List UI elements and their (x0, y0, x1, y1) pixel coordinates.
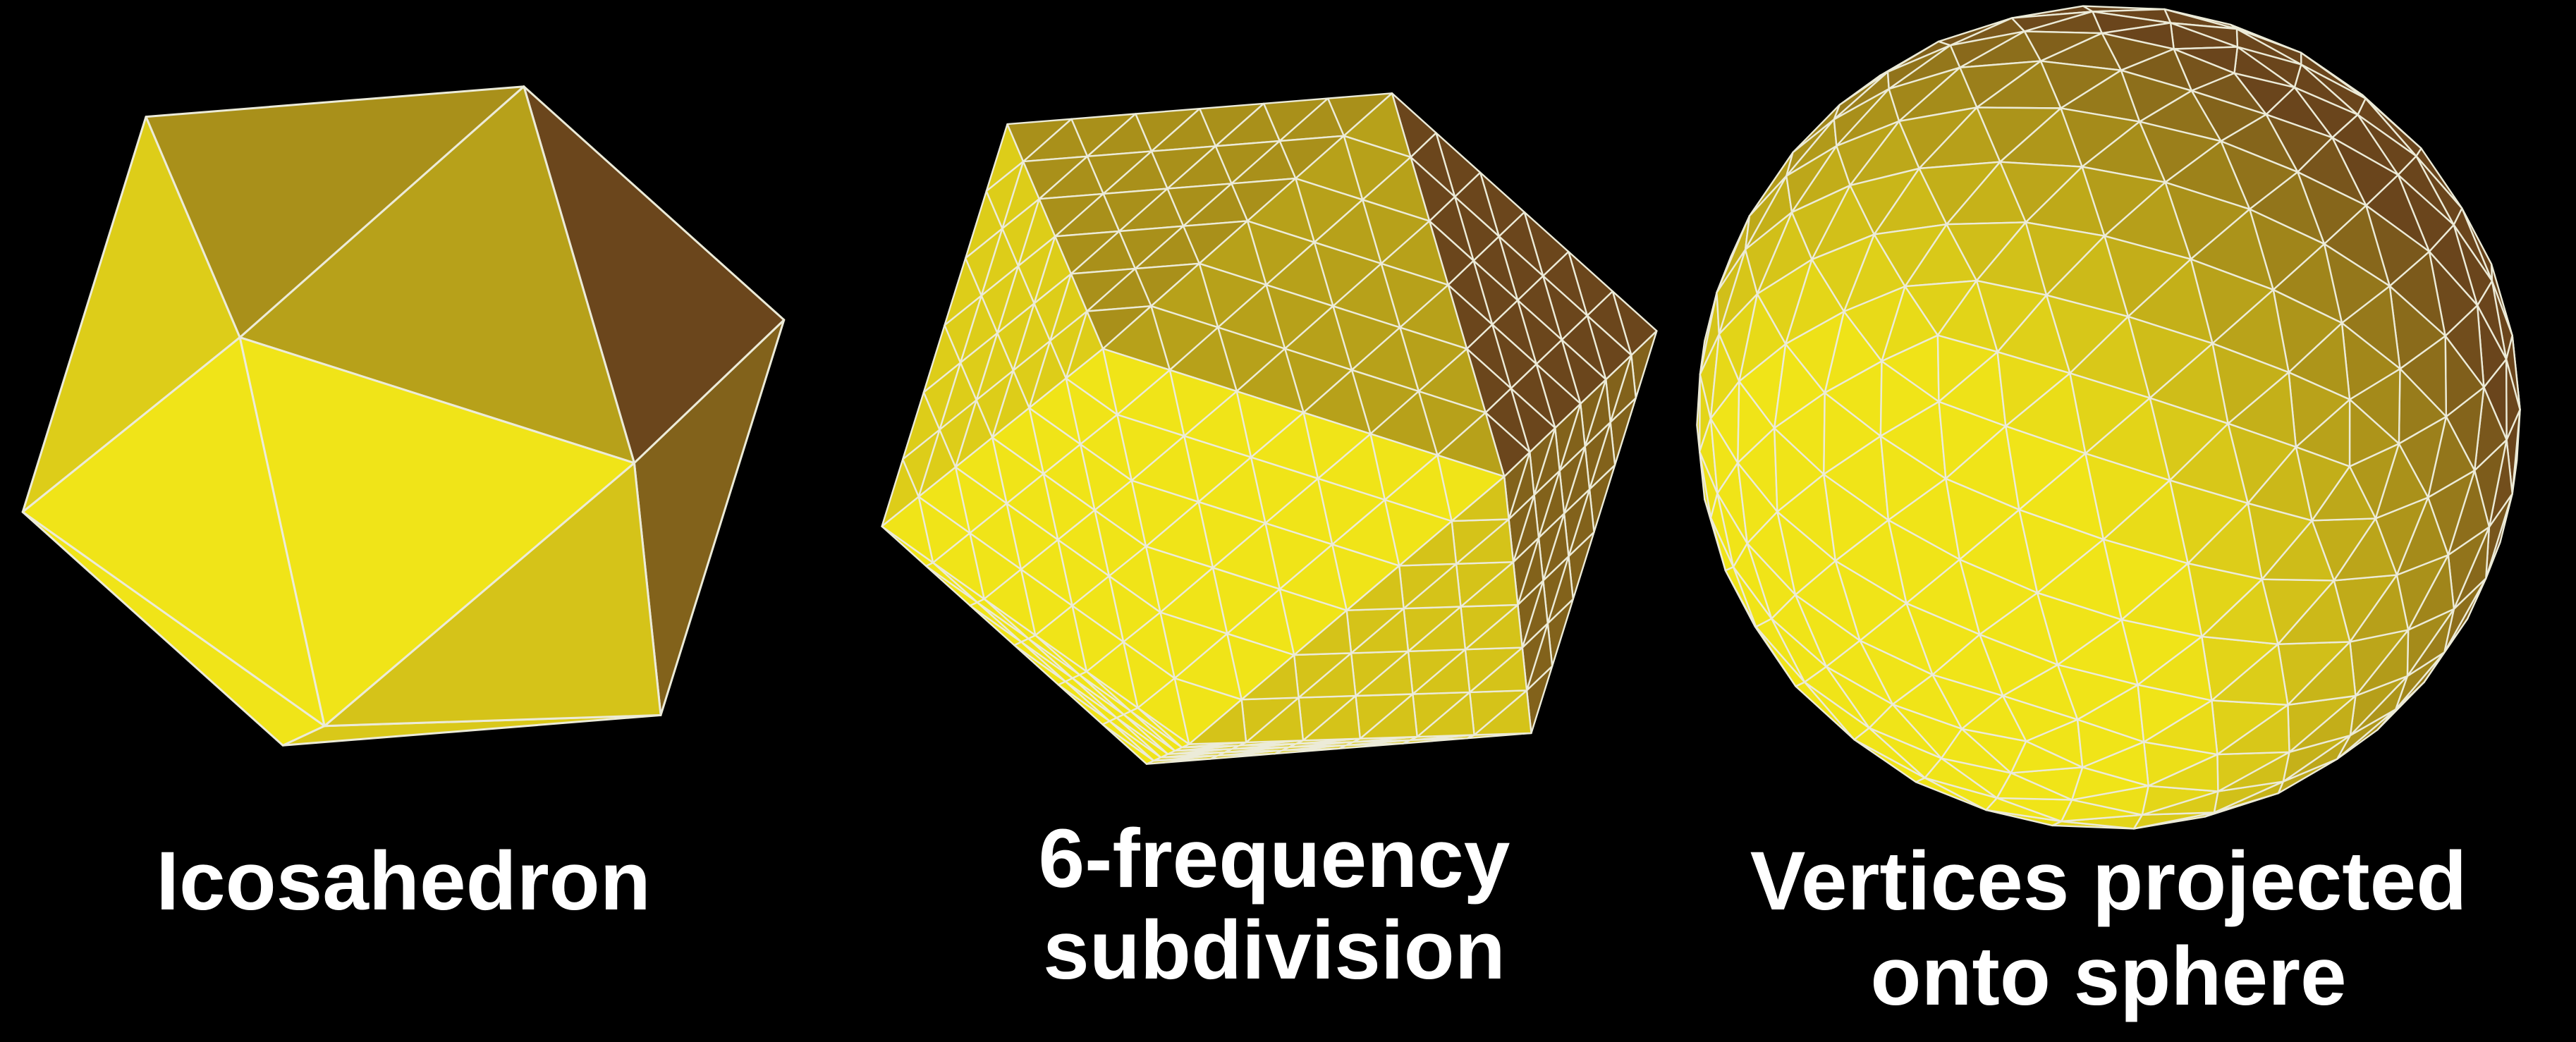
subdivided-face (1369, 433, 1439, 501)
caption-sphere-line-1: Vertices projected (1750, 835, 2467, 928)
icosahedron-face (238, 336, 635, 728)
caption-icosahedron: Icosahedron (156, 835, 651, 928)
subdivided-icosahedron-figure (881, 92, 1658, 765)
subdivided-face (1302, 412, 1372, 479)
subdivided-face (1101, 348, 1171, 416)
subdivided-face (1235, 390, 1305, 458)
geodesic-face (2069, 372, 2151, 455)
caption-subdivision-line-1: 6-frequency (1039, 812, 1510, 905)
caption-subdivision-line-2: subdivision (1043, 904, 1506, 997)
subdivided-face (1168, 369, 1238, 437)
caption-sphere-line-2: onto sphere (1870, 930, 2346, 1023)
icosahedron-figure (21, 85, 786, 747)
geodesic-sphere-figure (1696, 5, 2521, 830)
subdivided-face (1436, 454, 1506, 522)
